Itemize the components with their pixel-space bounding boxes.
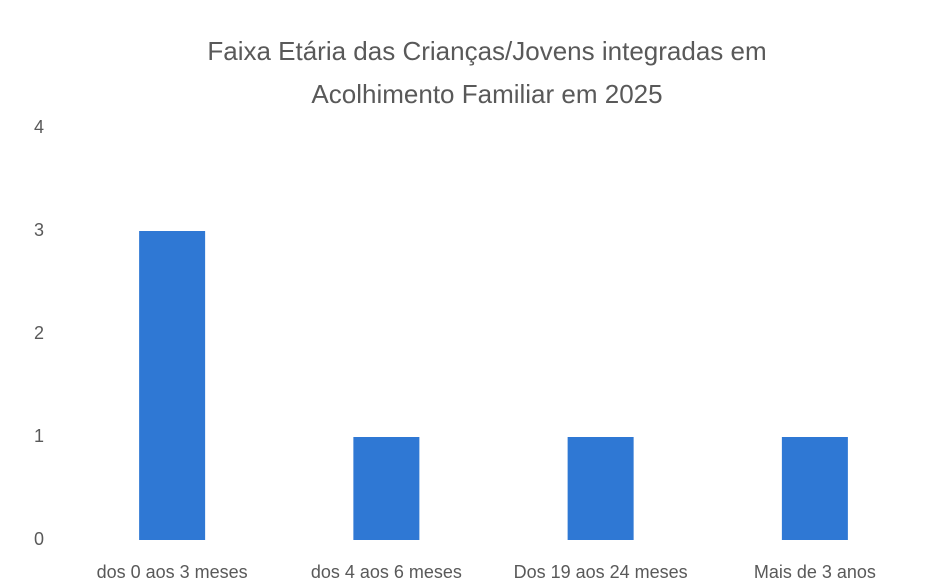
bar <box>353 437 420 540</box>
y-tick-label: 4 <box>34 117 44 137</box>
chart-title: Faixa Etária das Crianças/Jovens integra… <box>207 36 767 109</box>
bar <box>567 437 634 540</box>
x-tick-label: Dos 19 aos 24 meses <box>514 562 688 582</box>
y-tick-label: 1 <box>34 426 44 446</box>
x-tick-label: dos 4 aos 6 meses <box>311 562 462 582</box>
y-tick-label: 0 <box>34 529 44 549</box>
bar <box>139 231 206 540</box>
x-tick-label: dos 0 aos 3 meses <box>97 562 248 582</box>
y-tick-label: 3 <box>34 220 44 240</box>
bar <box>781 437 848 540</box>
y-tick-label: 2 <box>34 323 44 343</box>
x-tick-label: Mais de 3 anos <box>754 562 876 582</box>
